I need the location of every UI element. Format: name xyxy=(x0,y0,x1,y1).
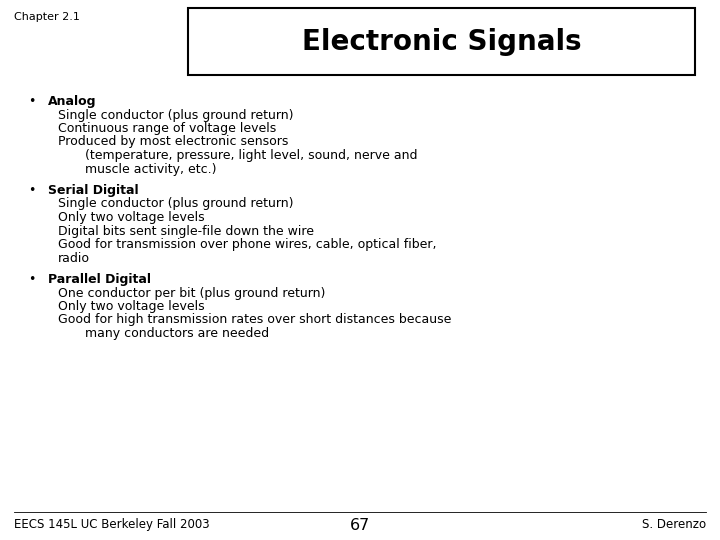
Text: Only two voltage levels: Only two voltage levels xyxy=(58,300,204,313)
Text: Parallel Digital: Parallel Digital xyxy=(48,273,151,286)
Text: Single conductor (plus ground return): Single conductor (plus ground return) xyxy=(58,109,294,122)
Text: 67: 67 xyxy=(350,518,370,533)
Text: Good for transmission over phone wires, cable, optical fiber,: Good for transmission over phone wires, … xyxy=(58,238,436,251)
Text: Continuous range of voltage levels: Continuous range of voltage levels xyxy=(58,122,276,135)
Text: Chapter 2.1: Chapter 2.1 xyxy=(14,12,80,22)
Text: Single conductor (plus ground return): Single conductor (plus ground return) xyxy=(58,198,294,211)
Text: •: • xyxy=(28,95,35,108)
Text: •: • xyxy=(28,184,35,197)
Text: One conductor per bit (plus ground return): One conductor per bit (plus ground retur… xyxy=(58,287,325,300)
Bar xyxy=(188,8,695,75)
Text: Only two voltage levels: Only two voltage levels xyxy=(58,211,204,224)
Text: Digital bits sent single-file down the wire: Digital bits sent single-file down the w… xyxy=(58,225,314,238)
Text: radio: radio xyxy=(58,252,90,265)
Text: muscle activity, etc.): muscle activity, etc.) xyxy=(85,163,217,176)
Text: Produced by most electronic sensors: Produced by most electronic sensors xyxy=(58,136,289,148)
Text: (temperature, pressure, light level, sound, nerve and: (temperature, pressure, light level, sou… xyxy=(85,149,418,162)
Text: Analog: Analog xyxy=(48,95,96,108)
Text: Serial Digital: Serial Digital xyxy=(48,184,139,197)
Text: S. Derenzo: S. Derenzo xyxy=(642,518,706,531)
Text: EECS 145L UC Berkeley Fall 2003: EECS 145L UC Berkeley Fall 2003 xyxy=(14,518,210,531)
Text: •: • xyxy=(28,273,35,286)
Text: many conductors are needed: many conductors are needed xyxy=(85,327,269,340)
Text: Electronic Signals: Electronic Signals xyxy=(302,28,581,56)
Text: Good for high transmission rates over short distances because: Good for high transmission rates over sh… xyxy=(58,314,451,327)
